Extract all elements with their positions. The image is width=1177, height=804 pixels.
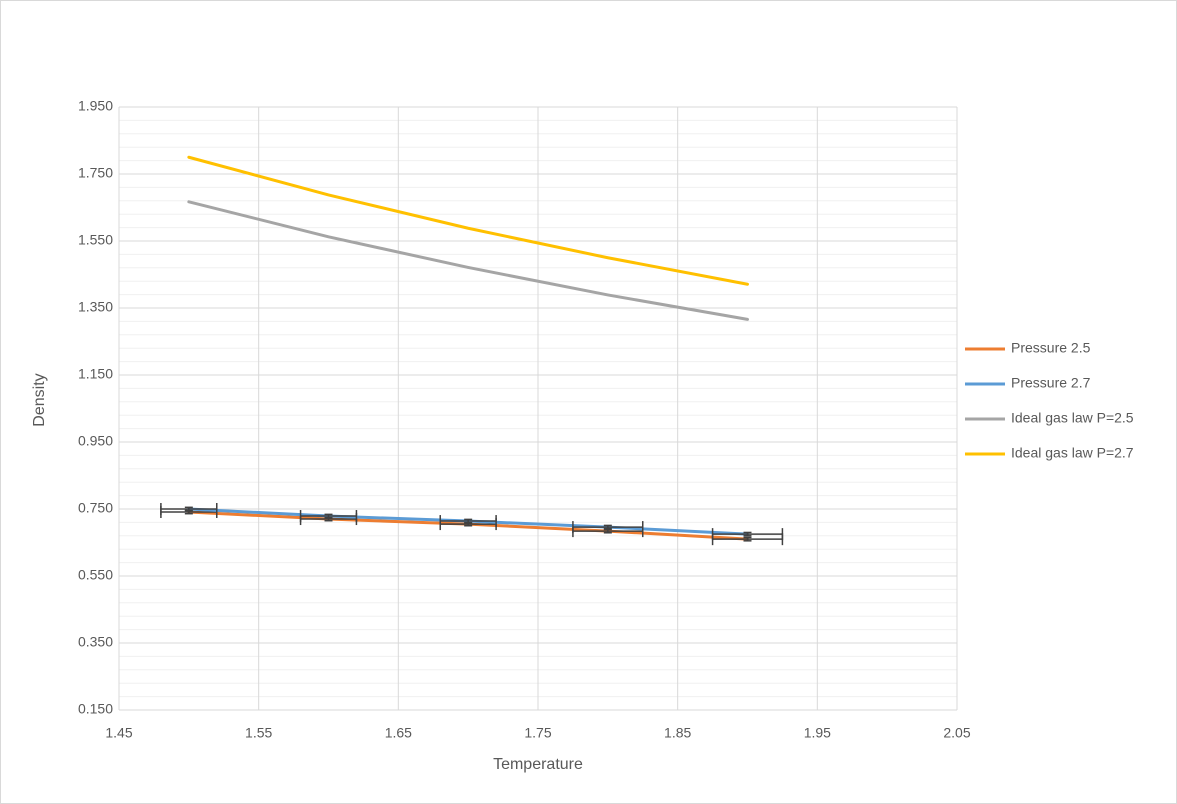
y-tick-label: 0.950 — [78, 433, 113, 449]
x-tick-label: 1.65 — [385, 725, 412, 741]
x-tick-label: 2.05 — [943, 725, 970, 741]
x-axis-title: Temperature — [493, 756, 583, 773]
x-tick-label: 1.45 — [105, 725, 132, 741]
y-axis-title: Density — [31, 373, 48, 426]
y-error-bar — [464, 518, 473, 524]
y-tick-label: 1.350 — [78, 299, 113, 315]
y-error-bar — [603, 524, 612, 530]
legend-label: Ideal gas law P=2.7 — [1011, 445, 1134, 461]
x-tick-label: 1.55 — [245, 725, 272, 741]
y-error-bar — [743, 531, 752, 537]
y-tick-label: 0.150 — [78, 701, 113, 717]
y-tick-label: 1.750 — [78, 165, 113, 181]
series-line — [187, 155, 749, 286]
x-tick-label: 1.75 — [524, 725, 551, 741]
y-error-bar — [184, 506, 193, 512]
y-tick-label: 1.150 — [78, 366, 113, 382]
y-tick-label: 0.350 — [78, 634, 113, 650]
legend-label: Pressure 2.5 — [1011, 340, 1091, 356]
x-tick-label: 1.95 — [804, 725, 831, 741]
x-tick-label: 1.85 — [664, 725, 691, 741]
series-line — [187, 200, 749, 321]
y-tick-label: 1.950 — [78, 98, 113, 114]
y-tick-label: 0.550 — [78, 567, 113, 583]
y-error-bar — [743, 536, 752, 542]
legend-label: Pressure 2.7 — [1011, 375, 1091, 391]
y-tick-label: 1.550 — [78, 232, 113, 248]
y-tick-label: 0.750 — [78, 500, 113, 516]
legend-label: Ideal gas law P=2.5 — [1011, 410, 1134, 426]
y-error-bar — [324, 513, 333, 519]
